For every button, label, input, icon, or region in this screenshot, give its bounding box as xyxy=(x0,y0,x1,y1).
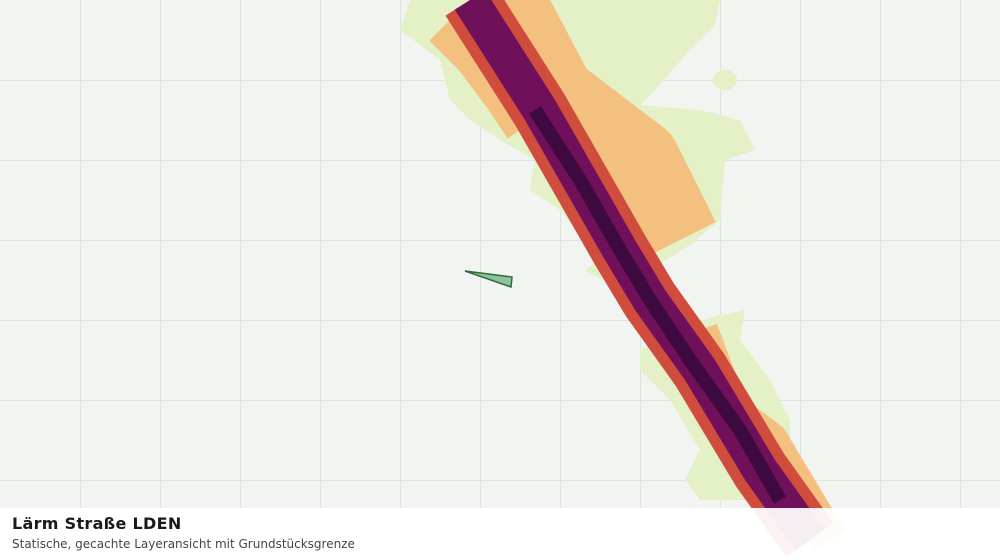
noise-zone-max xyxy=(529,106,787,504)
layer-subtitle: Statische, gecachte Layeransicht mit Gru… xyxy=(12,537,355,551)
noise-bands xyxy=(429,0,846,557)
parcel-boundary[interactable] xyxy=(464,270,513,289)
layer-title: Lärm Straße LDEN xyxy=(12,514,182,533)
info-panel: Lärm Straße LDEN Statische, gecachte Lay… xyxy=(0,508,1000,560)
